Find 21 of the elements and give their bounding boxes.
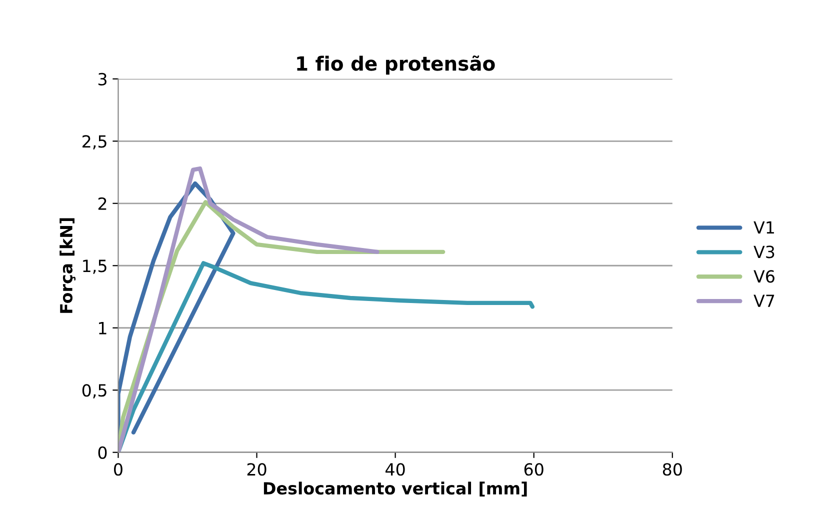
line-series (118, 261, 535, 452)
y-tick-label: 2 (98, 197, 106, 210)
y-tick-label: 1 (99, 322, 106, 334)
chart-title: 1 fio de protensão (297, 55, 495, 75)
y-tick-label: 1,5 (83, 260, 106, 274)
legend-label: V3 (754, 246, 774, 258)
x-axis-title: Deslocamento vertical [mm] (264, 482, 527, 497)
x-tick-label: 40 (386, 463, 405, 476)
y-tick-label: 2,5 (82, 135, 106, 150)
y-tick-label: 0 (98, 446, 107, 459)
x-tick-label: 80 (662, 463, 682, 476)
x-tick-label: 20 (247, 463, 266, 476)
line-series (118, 166, 380, 452)
x-tick-label: 0 (114, 463, 122, 476)
y-axis-title: Força [kN] (60, 218, 76, 313)
legend-label: V1 (754, 221, 774, 234)
y-tick-label: 3 (98, 72, 106, 86)
y-tick-label: 0,5 (82, 384, 106, 398)
legend-label: V7 (754, 294, 774, 307)
legend-label: V6 (754, 270, 774, 283)
x-tick-label: 60 (524, 463, 544, 476)
